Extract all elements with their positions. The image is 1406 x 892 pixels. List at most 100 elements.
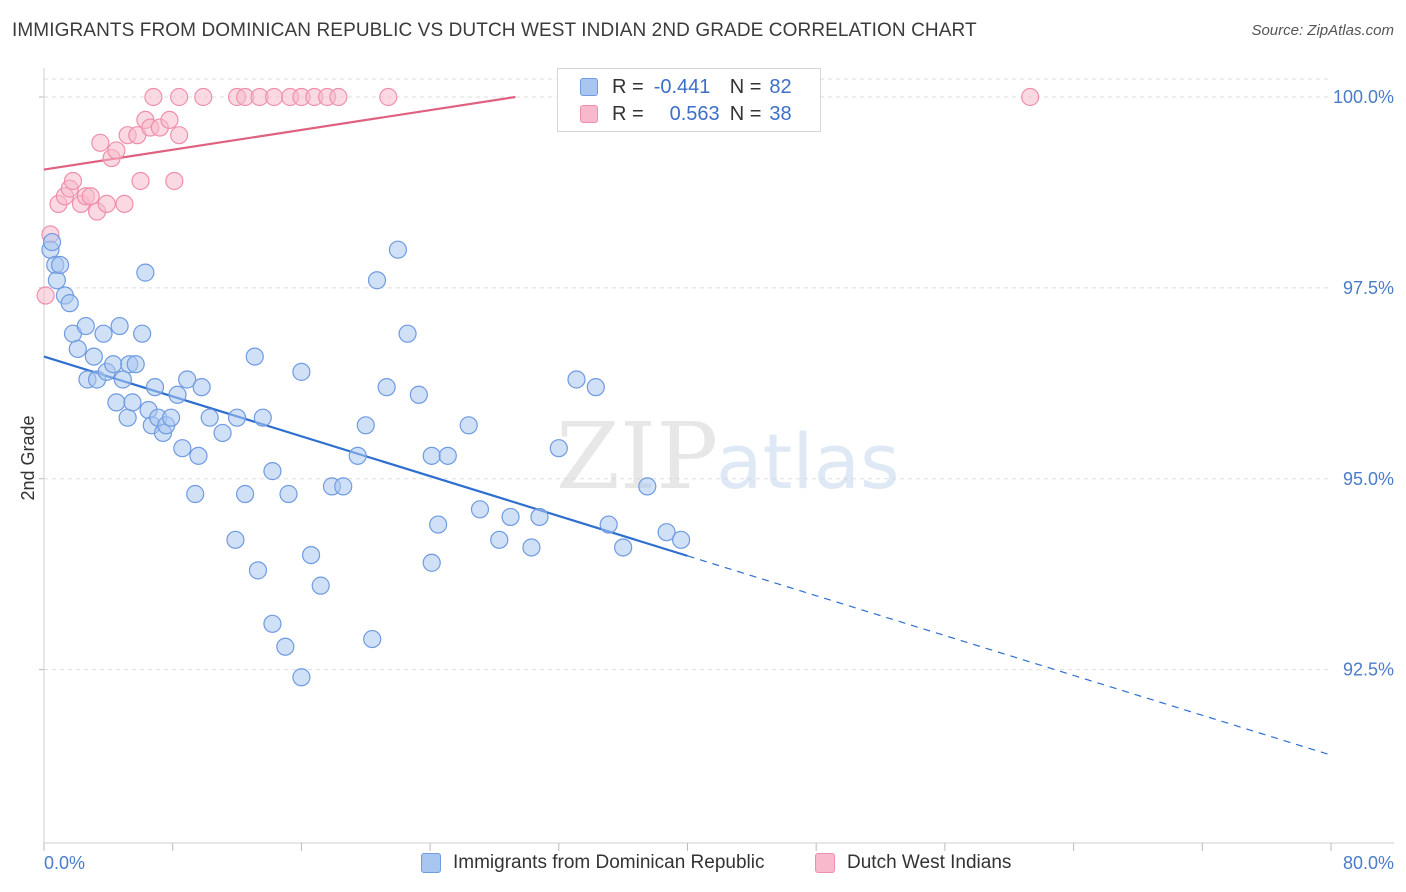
point-dominican <box>189 446 208 465</box>
point-dominican <box>490 530 509 549</box>
point-dutch-west-indian <box>144 87 163 107</box>
point-dutch-west-indian <box>170 126 189 145</box>
stats-row-pink: R = 0.563 N = 38 <box>580 102 792 126</box>
point-dominican <box>245 347 264 366</box>
point-dominican <box>586 378 605 397</box>
point-dominican <box>459 416 478 435</box>
point-dutch-west-indian <box>160 110 179 130</box>
point-dutch-west-indian <box>91 133 110 152</box>
point-dominican <box>501 507 520 527</box>
point-dominican <box>422 553 441 572</box>
point-dutch-west-indian <box>81 187 100 206</box>
point-dominican <box>334 477 353 496</box>
point-dutch-west-indian <box>131 171 150 191</box>
x-tick-label: 0.0% <box>44 853 85 873</box>
point-dominican <box>47 271 66 290</box>
y-axis-title: 2nd Grade <box>18 415 38 500</box>
legend-label: Immigrants from Dominican Republic <box>453 852 765 873</box>
point-dominican <box>522 538 541 557</box>
grid-lines <box>44 78 1331 671</box>
stats-legend: R = -0.441 N = 82 R = 0.563 N = 38 <box>557 68 821 132</box>
point-dominican <box>377 378 396 397</box>
n-value: 82 <box>769 75 792 98</box>
stats-row-blue: R = -0.441 N = 82 <box>580 75 792 99</box>
point-dominican <box>549 439 568 458</box>
n-value: 38 <box>769 102 792 125</box>
point-dominican <box>178 370 197 389</box>
point-dominican <box>110 316 129 336</box>
point-dominican <box>118 408 137 427</box>
point-dominican <box>173 439 192 458</box>
point-dominican <box>126 355 145 374</box>
point-dominican <box>530 507 549 527</box>
y-tick-label: 97.5% <box>1343 278 1394 298</box>
point-dominican <box>76 316 95 336</box>
point-dutch-west-indian <box>97 194 116 213</box>
point-dominican <box>253 408 272 427</box>
series-legend: Immigrants from Dominican Republic Dutch… <box>0 852 1406 878</box>
legend-item-dutch-west-indians[interactable]: Dutch West Indians <box>815 852 1011 874</box>
point-dominican <box>263 614 282 633</box>
point-dominican <box>133 324 152 343</box>
point-dominican <box>235 484 255 504</box>
point-dutch-west-indian <box>107 141 126 160</box>
point-dutch-west-indian <box>170 87 189 107</box>
point-dominican <box>113 370 132 389</box>
point-dominican <box>186 484 205 504</box>
point-dominican <box>311 576 330 595</box>
point-dominican <box>50 255 70 275</box>
point-dominican <box>301 545 321 565</box>
point-dominican <box>567 370 586 389</box>
y-tick-label: 92.5% <box>1343 660 1394 680</box>
point-dutch-west-indian <box>63 171 83 191</box>
point-dominican <box>279 484 298 504</box>
trendline-dominican-extension <box>687 555 1332 756</box>
point-dominican <box>107 393 126 412</box>
point-dominican <box>599 515 618 534</box>
point-dominican <box>292 362 311 381</box>
point-dominican <box>213 423 232 443</box>
point-dominican <box>638 477 657 496</box>
point-dominican <box>356 416 375 435</box>
r-label: R = <box>612 75 644 98</box>
point-dominican <box>363 629 382 649</box>
point-dominican <box>226 530 245 549</box>
point-dominican <box>136 263 155 282</box>
blue-swatch <box>580 78 598 96</box>
point-dominican <box>200 408 219 427</box>
point-dutch-west-indian <box>194 87 213 107</box>
x-tick-label: 80.0% <box>1343 853 1394 873</box>
point-dutch-west-indian <box>115 194 134 213</box>
legend-item-dominican[interactable]: Immigrants from Dominican Republic <box>421 852 765 874</box>
point-dominican <box>60 294 79 313</box>
point-dominican <box>367 271 387 290</box>
point-dutch-west-indian <box>264 87 284 107</box>
n-label: N = <box>729 102 762 125</box>
point-dutch-west-indian <box>379 87 398 107</box>
point-dominican <box>438 446 457 465</box>
point-dominican <box>68 339 87 359</box>
point-dominican <box>263 462 282 481</box>
point-dominican <box>42 232 62 252</box>
point-dominican <box>123 393 142 412</box>
tick-labels: 100.0% 97.5% 95.0% 92.5% 0.0% 80.0% <box>44 87 1394 873</box>
point-dominican <box>409 385 428 404</box>
point-dominican <box>388 240 408 259</box>
point-dominican <box>276 637 295 656</box>
r-label: R = <box>612 102 644 125</box>
point-dominican <box>168 385 187 404</box>
point-dominican <box>227 408 247 427</box>
r-value: 0.563 <box>669 102 720 125</box>
point-dominican <box>398 324 417 343</box>
watermark: ZIP atlas <box>556 403 900 510</box>
legend-label: Dutch West Indians <box>847 852 1012 873</box>
chart-title: IMMIGRANTS FROM DOMINICAN REPUBLIC VS DU… <box>12 20 977 41</box>
point-dominican <box>470 500 490 519</box>
trendline-dutch-west-indians <box>43 95 516 171</box>
pink-swatch <box>580 105 598 123</box>
point-dominican <box>84 347 103 366</box>
point-dominican <box>145 378 165 397</box>
pink-swatch <box>815 853 835 873</box>
point-dominican <box>422 446 441 465</box>
